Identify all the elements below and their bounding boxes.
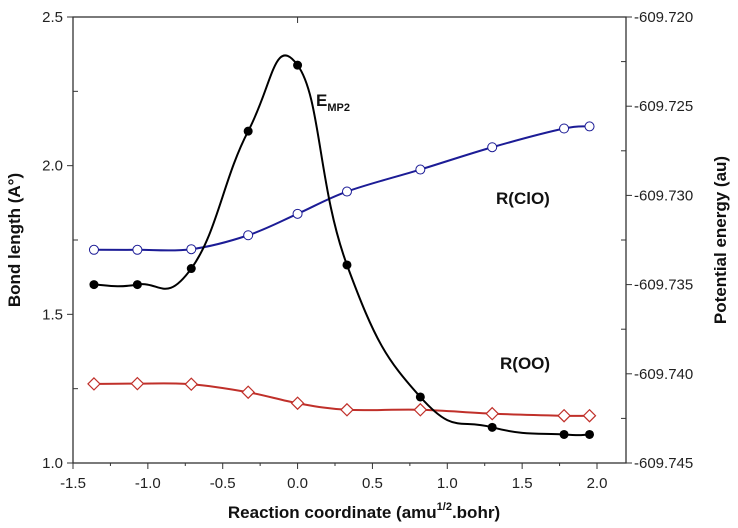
x-tick-label: 0.5 [362,475,383,492]
label-emp2: EMP2 [316,91,350,114]
x-tick-label: 1.5 [512,475,533,492]
data-point-emp2 [132,280,142,290]
series-line-roo [93,382,590,417]
y-right-axis-title: Potential energy (au) [711,156,730,324]
data-point-roo [485,406,500,421]
data-point-rclo [341,186,352,197]
data-point-roo [130,376,145,391]
x-axis-ticks: -1.5 -1.0 -0.5 0.0 0.5 1.0 1.5 2.0 [60,17,607,492]
data-point-emp2 [585,429,595,439]
x-tick-label: 0.0 [287,475,308,492]
x-tick-label: -1.0 [135,475,161,492]
y-right-tick-label: -609.725 [634,98,693,115]
x-tick-label: -0.5 [210,475,236,492]
plot-frame [72,16,627,464]
data-point-roo [241,385,256,400]
y-left-tick-label: 2.5 [42,9,63,26]
data-point-emp2 [559,429,569,439]
data-point-rclo [584,121,595,132]
data-point-rclo [88,244,99,255]
y-left-tick-label: 1.0 [42,455,63,472]
series-line-emp2 [93,54,590,437]
y-right-tick-label: -609.735 [634,277,693,294]
data-point-emp2 [293,60,303,70]
series-layer [87,54,597,439]
data-point-emp2 [89,280,99,290]
data-point-roo [557,408,571,423]
y-right-tick-label: -609.720 [634,9,693,26]
data-point-emp2 [342,260,352,270]
x-tick-label: 2.0 [587,475,608,492]
x-axis-title: Reaction coordinate (amu1/2.bohr) [228,501,500,522]
data-point-rclo [559,123,570,134]
data-point-roo [413,402,428,417]
data-point-roo [340,402,354,417]
data-point-rclo [243,230,254,241]
data-point-rclo [132,244,143,255]
data-point-rclo [292,208,303,219]
x-tick-label: -1.5 [60,475,86,492]
data-point-emp2 [243,126,253,136]
data-point-rclo [415,164,426,175]
y-left-tick-label: 2.0 [42,158,63,175]
data-point-emp2 [415,392,425,402]
data-point-roo [87,377,101,391]
y-left-axis-title: Bond length (A°) [5,173,24,307]
data-point-rclo [487,142,498,153]
y-left-tick-label: 1.5 [42,306,63,323]
label-roo: R(OO) [500,354,550,373]
y-right-tick-label: -609.745 [634,455,693,472]
y-right-axis-ticks: -609.745 -609.740 -609.735 -609.730 -609.725… [621,9,693,472]
x-tick-label: 1.0 [437,475,458,492]
data-point-emp2 [186,264,196,274]
y-right-tick-label: -609.730 [634,187,693,204]
y-right-tick-label: -609.740 [634,366,693,383]
label-rclo: R(ClO) [496,189,550,208]
data-point-roo [184,377,199,392]
data-point-emp2 [487,422,497,432]
data-point-rclo [186,244,197,255]
data-point-roo [290,396,305,411]
data-point-roo [582,408,597,423]
y-left-axis-ticks: 1.0 1.5 2.0 2.5 [42,9,78,472]
